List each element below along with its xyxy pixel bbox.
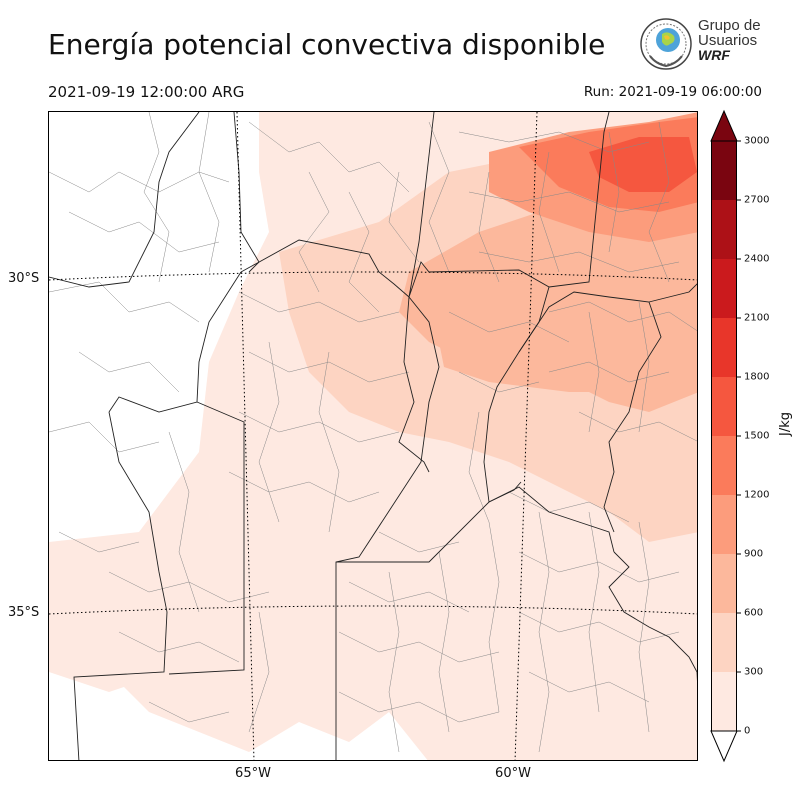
colorbar-unit: J/kg (778, 412, 793, 436)
catamarca-boundary (233, 112, 260, 273)
san-luis-east (168, 401, 245, 675)
rio-de-la-plata (608, 551, 697, 682)
run-time: Run: 2021-09-19 06:00:00 (583, 84, 762, 100)
colorbar-tick-label: 2700 (744, 194, 770, 206)
colorbar-tick-label: 0 (744, 725, 751, 737)
cape-level-3b (439, 302, 697, 392)
entre-rios-boundary (518, 291, 662, 533)
colorbar-tick-label: 900 (744, 548, 764, 560)
cape-map (49, 112, 697, 760)
colorbar-tick-label: 300 (744, 666, 764, 678)
wrf-logo: Grupo de Usuarios WRF (638, 16, 768, 76)
cape-field (49, 112, 697, 760)
logo-line3: WRF (698, 47, 730, 63)
colorbar-segment (711, 672, 737, 731)
globe-seal-icon (640, 18, 692, 70)
colorbar-segment (711, 318, 737, 377)
uruguay-border (648, 283, 697, 303)
colorbar-extend-min (710, 730, 738, 763)
colorbar-segment (711, 495, 737, 554)
cape-level-6 (589, 137, 697, 192)
mendoza-sanluis-boundary (73, 411, 168, 760)
colorbar-segment (711, 554, 737, 613)
graticule (49, 112, 697, 760)
colorbar-segment (711, 141, 737, 200)
colorbar-tick-label: 1500 (744, 430, 770, 442)
colorbar-segment (711, 259, 737, 318)
san-juan-boundary (49, 112, 200, 288)
colorbar-tick-label: 2400 (744, 253, 770, 265)
meridian-60w (514, 112, 538, 760)
corrientes-boundary (548, 112, 610, 288)
valid-time: 2021-09-19 12:00:00 ARG (48, 83, 245, 101)
cordoba-santafe-boundary (335, 296, 440, 760)
map-title: Energía potencial convectiva disponible (48, 28, 606, 61)
colorbar-tick-label: 1800 (744, 371, 770, 383)
parallel-30s (49, 271, 697, 281)
lat-label-30s: 30°S (8, 271, 40, 286)
parallel-35s (49, 605, 697, 615)
lon-label-60w: 60°W (495, 766, 531, 781)
province-boundaries (49, 112, 697, 760)
colorbar-segment (711, 377, 737, 436)
buenos-aires-boundary (336, 486, 615, 563)
colorbar-extend-max (710, 109, 738, 142)
lat-label-35s: 35°S (8, 605, 40, 620)
lon-label-65w: 65°W (235, 766, 271, 781)
cape-level-1b (49, 562, 169, 692)
colorbar-tick-label: 3000 (744, 135, 770, 147)
colorbar (710, 109, 741, 763)
colorbar-segment (711, 436, 737, 495)
map-panel (48, 111, 698, 761)
colorbar-segment (711, 200, 737, 259)
meridian-65w (236, 112, 255, 760)
colorbar-segment (711, 613, 737, 672)
colorbar-tick-label: 2100 (744, 312, 770, 324)
colorbar-tick-label: 1200 (744, 489, 770, 501)
colorbar-tick-label: 600 (744, 607, 764, 619)
colorbar-frame (711, 140, 737, 732)
logo-line1: Grupo de (698, 17, 761, 34)
logo-line2: Usuarios (698, 32, 758, 49)
department-boundaries (49, 112, 697, 753)
